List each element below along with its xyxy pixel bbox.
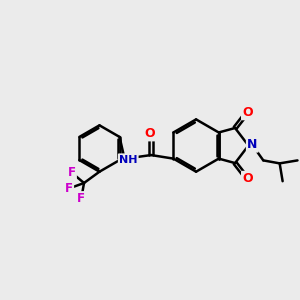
Text: NH: NH [119, 154, 137, 164]
Text: O: O [144, 127, 155, 140]
Text: O: O [242, 172, 253, 185]
Text: F: F [68, 166, 76, 179]
Text: F: F [65, 182, 73, 195]
Text: O: O [242, 106, 253, 119]
Text: N: N [247, 138, 257, 152]
Text: F: F [77, 192, 85, 205]
